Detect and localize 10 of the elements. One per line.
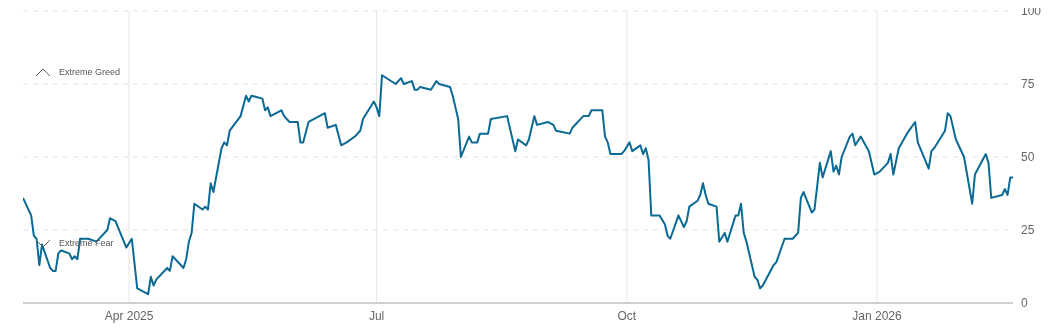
y-tick-label: 25 [1021, 223, 1035, 238]
y-tick-label: 0 [1021, 296, 1028, 311]
x-tick-label: Jan 2026 [852, 308, 903, 323]
y-tick-label: 50 [1021, 150, 1035, 165]
annotation: Extreme Greed [59, 67, 121, 78]
x-tick-label: Apr 2025 [104, 308, 154, 323]
x-tick-label: Oct [617, 308, 637, 323]
x-tick-label: Jul [368, 308, 385, 323]
y-tick-label: 75 [1021, 77, 1035, 92]
line-series [23, 74, 1013, 296]
